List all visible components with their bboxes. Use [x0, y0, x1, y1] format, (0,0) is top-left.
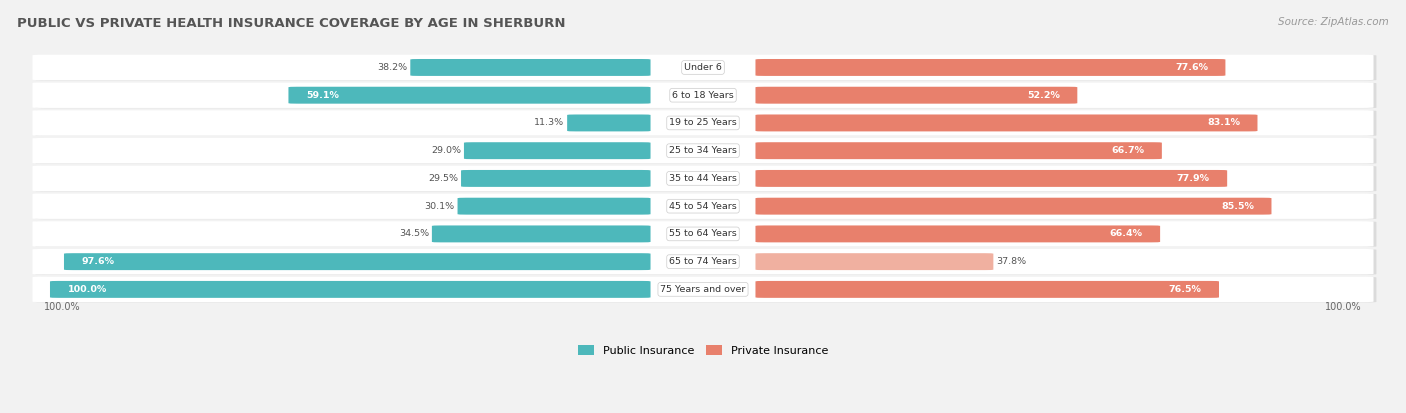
FancyBboxPatch shape [32, 138, 1374, 164]
FancyBboxPatch shape [755, 114, 1257, 131]
FancyBboxPatch shape [755, 170, 1227, 187]
Text: 85.5%: 85.5% [1220, 202, 1254, 211]
FancyBboxPatch shape [567, 114, 651, 131]
FancyBboxPatch shape [432, 225, 651, 242]
FancyBboxPatch shape [35, 277, 1376, 302]
FancyBboxPatch shape [32, 83, 1374, 108]
Text: 45 to 54 Years: 45 to 54 Years [669, 202, 737, 211]
Text: 19 to 25 Years: 19 to 25 Years [669, 119, 737, 128]
FancyBboxPatch shape [457, 198, 651, 215]
Legend: Public Insurance, Private Insurance: Public Insurance, Private Insurance [574, 341, 832, 361]
FancyBboxPatch shape [35, 166, 1376, 192]
Text: 65 to 74 Years: 65 to 74 Years [669, 257, 737, 266]
FancyBboxPatch shape [51, 281, 651, 298]
Text: 59.1%: 59.1% [307, 91, 339, 100]
FancyBboxPatch shape [464, 142, 651, 159]
FancyBboxPatch shape [32, 193, 1374, 219]
Text: 35 to 44 Years: 35 to 44 Years [669, 174, 737, 183]
FancyBboxPatch shape [35, 221, 1376, 247]
Text: 100.0%: 100.0% [44, 301, 80, 311]
FancyBboxPatch shape [35, 194, 1376, 219]
Text: 75 Years and over: 75 Years and over [661, 285, 745, 294]
Text: 52.2%: 52.2% [1026, 91, 1060, 100]
Text: 100.0%: 100.0% [67, 285, 107, 294]
Text: 6 to 18 Years: 6 to 18 Years [672, 91, 734, 100]
Text: 83.1%: 83.1% [1206, 119, 1240, 128]
Text: 77.9%: 77.9% [1177, 174, 1209, 183]
FancyBboxPatch shape [32, 166, 1374, 191]
FancyBboxPatch shape [35, 55, 1376, 81]
Text: 38.2%: 38.2% [377, 63, 408, 72]
Text: Under 6: Under 6 [685, 63, 721, 72]
FancyBboxPatch shape [32, 221, 1374, 247]
FancyBboxPatch shape [755, 59, 1226, 76]
FancyBboxPatch shape [32, 249, 1374, 274]
Text: 25 to 34 Years: 25 to 34 Years [669, 146, 737, 155]
FancyBboxPatch shape [35, 110, 1376, 136]
FancyBboxPatch shape [32, 55, 1374, 80]
FancyBboxPatch shape [35, 249, 1376, 275]
FancyBboxPatch shape [35, 138, 1376, 164]
Text: 37.8%: 37.8% [997, 257, 1026, 266]
Text: 97.6%: 97.6% [82, 257, 114, 266]
FancyBboxPatch shape [411, 59, 651, 76]
FancyBboxPatch shape [288, 87, 651, 104]
Text: Source: ZipAtlas.com: Source: ZipAtlas.com [1278, 17, 1389, 26]
Text: 66.4%: 66.4% [1109, 229, 1143, 238]
Text: 76.5%: 76.5% [1168, 285, 1202, 294]
FancyBboxPatch shape [32, 110, 1374, 136]
Text: 100.0%: 100.0% [1326, 301, 1362, 311]
FancyBboxPatch shape [461, 170, 651, 187]
FancyBboxPatch shape [755, 87, 1077, 104]
Text: 66.7%: 66.7% [1111, 146, 1144, 155]
FancyBboxPatch shape [755, 198, 1271, 215]
Text: PUBLIC VS PRIVATE HEALTH INSURANCE COVERAGE BY AGE IN SHERBURN: PUBLIC VS PRIVATE HEALTH INSURANCE COVER… [17, 17, 565, 29]
Text: 77.6%: 77.6% [1175, 63, 1208, 72]
FancyBboxPatch shape [35, 83, 1376, 108]
FancyBboxPatch shape [755, 225, 1160, 242]
Text: 11.3%: 11.3% [534, 119, 564, 128]
FancyBboxPatch shape [755, 281, 1219, 298]
Text: 55 to 64 Years: 55 to 64 Years [669, 229, 737, 238]
Text: 30.1%: 30.1% [425, 202, 454, 211]
FancyBboxPatch shape [32, 277, 1374, 302]
FancyBboxPatch shape [755, 142, 1161, 159]
Text: 29.5%: 29.5% [427, 174, 458, 183]
FancyBboxPatch shape [65, 253, 651, 270]
Text: 29.0%: 29.0% [432, 146, 461, 155]
FancyBboxPatch shape [755, 253, 994, 270]
Text: 34.5%: 34.5% [399, 229, 429, 238]
